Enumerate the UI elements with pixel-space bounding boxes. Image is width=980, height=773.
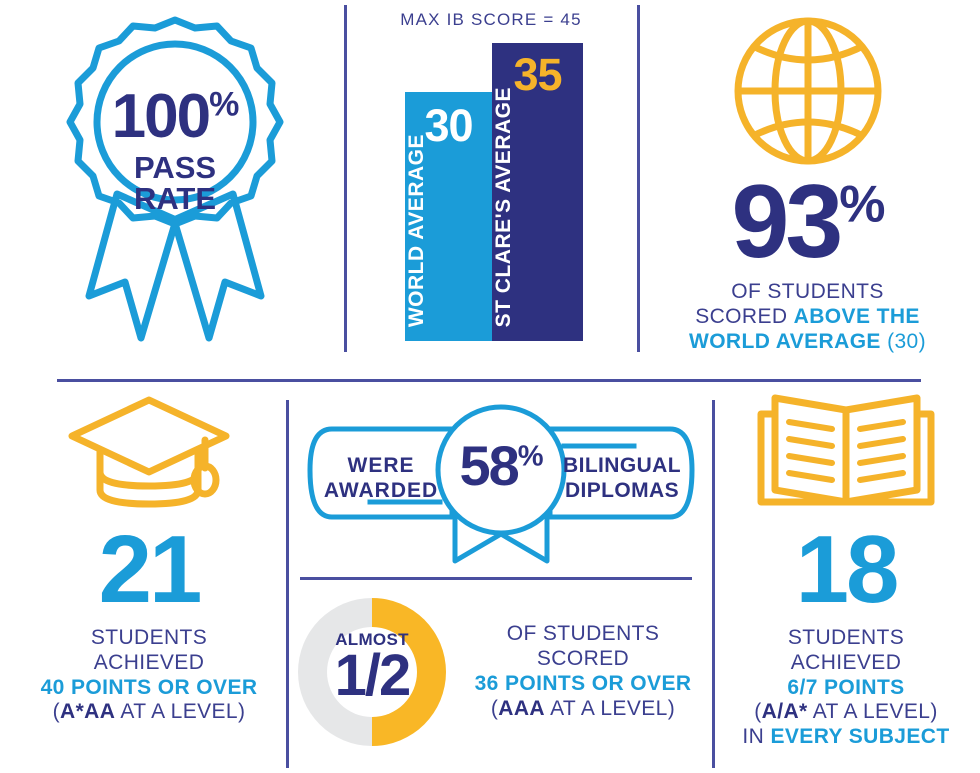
divider-vertical-top-right: [637, 5, 640, 352]
forty-points-caption-line4: (A*AA AT A LEVEL): [52, 700, 246, 724]
pass-rate-badge: 100% PASS RATE: [45, 8, 305, 353]
world-average-panel: 93% OF STUDENTS SCORED ABOVE THE WORLD A…: [640, 8, 975, 358]
pass-rate-line2: RATE: [133, 181, 217, 216]
world-average-caption-line3: WORLD AVERAGE (30): [688, 329, 927, 353]
pass-rate-line1: PASS: [133, 150, 217, 185]
ribbon-banner-icon: [307, 404, 695, 564]
bar-chart-panel: MAX IB SCORE = 45 30 WORLD AVERAGE 35 ST…: [345, 0, 637, 358]
bar-st-clares-average: 35 ST CLARE'S AVERAGE: [492, 43, 583, 341]
every-subject-panel: 18 STUDENTS ACHIEVED 6/7 POINTS (A/A* AT…: [715, 392, 977, 770]
divider-horizontal-center: [300, 577, 692, 580]
bilingual-left-line1: WERE: [347, 454, 415, 477]
rosette-badge-icon: [66, 16, 284, 342]
forty-points-caption-line2: ACHIEVED: [93, 650, 205, 674]
bar-st-clares-average-value: 35: [513, 49, 562, 100]
forty-points-panel: 21 STUDENTS ACHIEVED 40 POINTS OR OVER (…: [18, 392, 280, 762]
world-average-caption-line2: SCORED ABOVE THE: [695, 304, 920, 328]
half-scored-caption-line3: 36 POINTS OR OVER: [474, 672, 692, 695]
forty-points-caption-line3: 40 POINTS OR OVER: [40, 675, 258, 699]
half-scored-caption: OF STUDENTS SCORED 36 POINTS OR OVER (AA…: [452, 622, 710, 721]
globe-icon: [734, 17, 881, 165]
bilingual-right-line2: DIPLOMAS: [564, 479, 680, 503]
pass-rate-percent: 100%: [111, 82, 240, 151]
bar-st-clares-average-label: ST CLARE'S AVERAGE: [492, 86, 515, 327]
every-subject-caption-line3: 6/7 POINTS: [787, 675, 905, 699]
pass-rate-panel: 100% PASS RATE: [20, 8, 330, 358]
every-subject-caption-line1: STUDENTS: [787, 626, 905, 649]
bilingual-left-label: WERE AWARDED: [310, 453, 452, 503]
open-book-icon: [757, 394, 935, 506]
half-donut-center-text: ALMOST 1/2: [292, 630, 452, 708]
world-average-caption: OF STUDENTS SCORED ABOVE THE WORLD AVERA…: [640, 280, 975, 354]
bilingual-diplomas-panel: WERE AWARDED BILINGUAL DIPLOMAS 58%: [292, 398, 710, 568]
world-average-caption-line1: OF STUDENTS: [731, 280, 884, 303]
bilingual-percent: 58%: [459, 434, 544, 497]
percent-symbol: %: [839, 175, 885, 234]
half-scored-caption-line1: OF STUDENTS: [506, 622, 660, 646]
half-scored-panel: ALMOST 1/2 OF STUDENTS SCORED 36 POINTS …: [292, 592, 710, 767]
bar-world-average-value: 30: [424, 100, 473, 151]
half-scored-caption-line2: SCORED: [536, 647, 630, 671]
divider-vertical-bottom-right: [712, 400, 715, 768]
every-subject-caption-line2: ACHIEVED: [790, 650, 902, 674]
forty-points-number: 21: [98, 516, 203, 623]
half-donut-chart-icon: ALMOST 1/2: [292, 592, 452, 752]
pass-rate-text: 100% PASS RATE: [45, 82, 305, 216]
divider-vertical-top-left: [344, 5, 347, 352]
bilingual-left-line2: AWARDED: [323, 479, 439, 503]
percent-symbol: %: [209, 85, 239, 124]
percent-symbol: %: [517, 440, 544, 473]
bar-chart-plot: 30 WORLD AVERAGE 35 ST CLARE'S AVERAGE: [405, 43, 583, 341]
bilingual-right-label: BILINGUAL DIPLOMAS: [550, 453, 694, 503]
every-subject-caption: STUDENTS ACHIEVED 6/7 POINTS (A/A* AT A …: [715, 626, 977, 750]
bar-world-average: 30 WORLD AVERAGE: [405, 92, 492, 341]
bar-chart-title: MAX IB SCORE = 45: [400, 10, 582, 29]
divider-horizontal-main: [57, 379, 921, 382]
half-scored-caption-line4: (AAA AT A LEVEL): [490, 696, 676, 720]
every-subject-number: 18: [795, 516, 900, 623]
forty-points-caption-line1: STUDENTS: [90, 626, 208, 649]
half-donut-almost-label: ALMOST: [335, 630, 409, 649]
every-subject-caption-line5: IN EVERY SUBJECT: [742, 725, 950, 749]
bilingual-right-line1: BILINGUAL: [563, 454, 681, 477]
graduation-cap-icon: [68, 396, 230, 508]
half-donut-fraction: 1/2: [334, 643, 412, 708]
every-subject-caption-line4: (A/A* AT A LEVEL): [754, 700, 938, 724]
world-average-percent: 93%: [731, 164, 886, 280]
bar-world-average-label: WORLD AVERAGE: [405, 133, 428, 327]
forty-points-caption: STUDENTS ACHIEVED 40 POINTS OR OVER (A*A…: [18, 626, 280, 725]
divider-vertical-bottom-left: [286, 400, 289, 768]
